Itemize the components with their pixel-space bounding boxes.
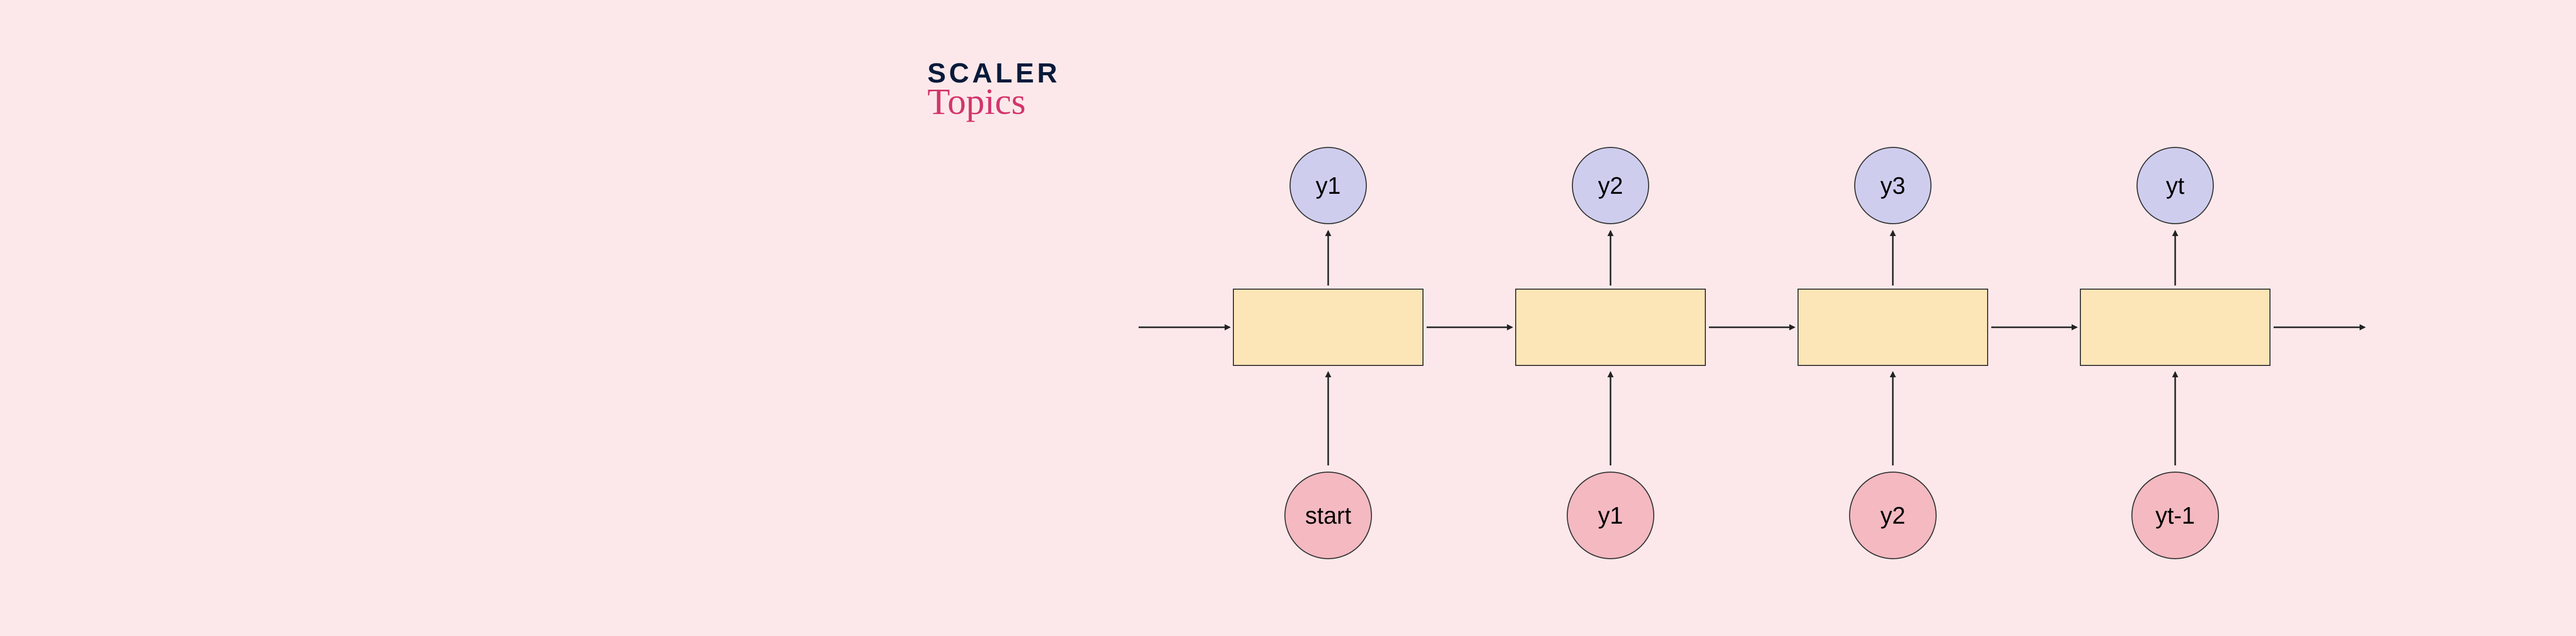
output-node-y1: y1 [1290, 147, 1367, 224]
input-node-ytm1: yt-1 [2131, 472, 2219, 559]
input-node-y1: y1 [1567, 472, 1654, 559]
input-node-y2: y2 [1849, 472, 1937, 559]
input-node-label: start [1305, 501, 1351, 529]
input-node-start: start [1284, 472, 1372, 559]
output-node-label: y2 [1598, 172, 1623, 199]
input-node-label: yt-1 [2156, 501, 2195, 529]
output-node-label: yt [2166, 172, 2184, 199]
logo: SCALER Topics [927, 59, 1060, 120]
input-node-label: y1 [1598, 501, 1623, 529]
output-node-label: y1 [1316, 172, 1341, 199]
hidden-state-box [2080, 289, 2270, 366]
output-node-yt: yt [2137, 147, 2214, 224]
output-node-label: y3 [1880, 172, 1906, 199]
output-node-y2: y2 [1572, 147, 1649, 224]
hidden-state-box [1798, 289, 1988, 366]
hidden-state-box [1233, 289, 1423, 366]
output-node-y3: y3 [1854, 147, 1931, 224]
hidden-state-box [1515, 289, 1706, 366]
diagram-canvas: { "type": "flowchart", "background_color… [0, 0, 2576, 636]
input-node-label: y2 [1880, 501, 1906, 529]
